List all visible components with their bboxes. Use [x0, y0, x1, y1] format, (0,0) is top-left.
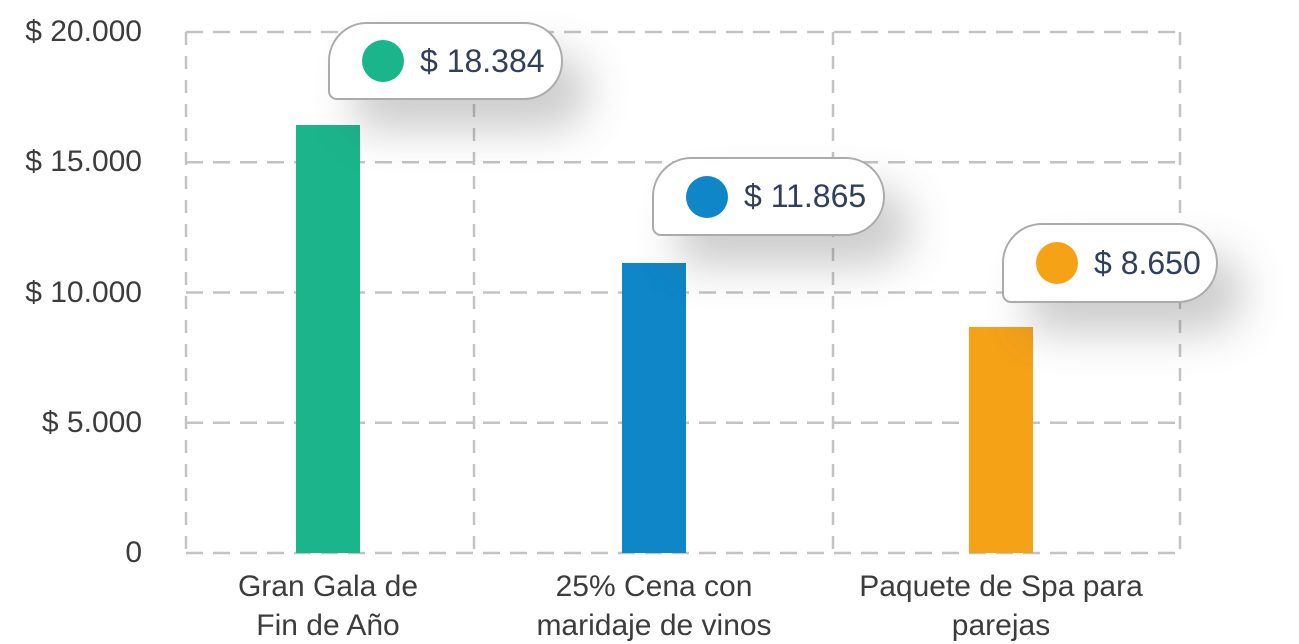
tooltip-value-label: $ 11.865	[744, 178, 867, 214]
series-dot-icon	[686, 175, 728, 218]
value-tooltip-3: $ 8.650	[1002, 223, 1218, 303]
y-tick-label: $ 15.000	[25, 145, 142, 179]
y-tick-label: $ 10.000	[25, 275, 142, 309]
x-category-label-line: 25% Cena con	[555, 570, 753, 603]
x-category-label: Gran Gala de Fin de Año	[148, 567, 508, 644]
series-dot-icon	[362, 40, 404, 82]
series-dot-icon	[1036, 242, 1078, 284]
bar-2[interactable]	[622, 263, 686, 553]
bar-3[interactable]	[969, 326, 1033, 553]
value-tooltip-2: $ 11.865	[652, 157, 885, 236]
x-category-label: Paquete de Spa para parejas	[821, 567, 1181, 644]
x-category-label-line: Paquete de Spa para	[859, 570, 1143, 603]
x-category-label: 25% Cena con maridaje de vinos	[474, 567, 834, 644]
tooltip-value-label: $ 8.650	[1094, 244, 1201, 281]
x-category-label-line: Fin de Año	[256, 609, 400, 642]
y-tick-label: $ 20.000	[25, 15, 142, 48]
bar-1[interactable]	[296, 124, 360, 553]
x-category-label-line: Gran Gala de	[237, 570, 419, 603]
value-tooltip-1: $ 18.384	[328, 22, 563, 100]
tooltip-value-label: $ 18.384	[420, 42, 545, 79]
x-category-label-line: maridaje de vinos	[536, 609, 772, 642]
y-tick-label: 0	[125, 536, 142, 569]
y-tick-label: $ 5.000	[41, 405, 142, 439]
x-category-label-line: parejas	[951, 609, 1051, 642]
